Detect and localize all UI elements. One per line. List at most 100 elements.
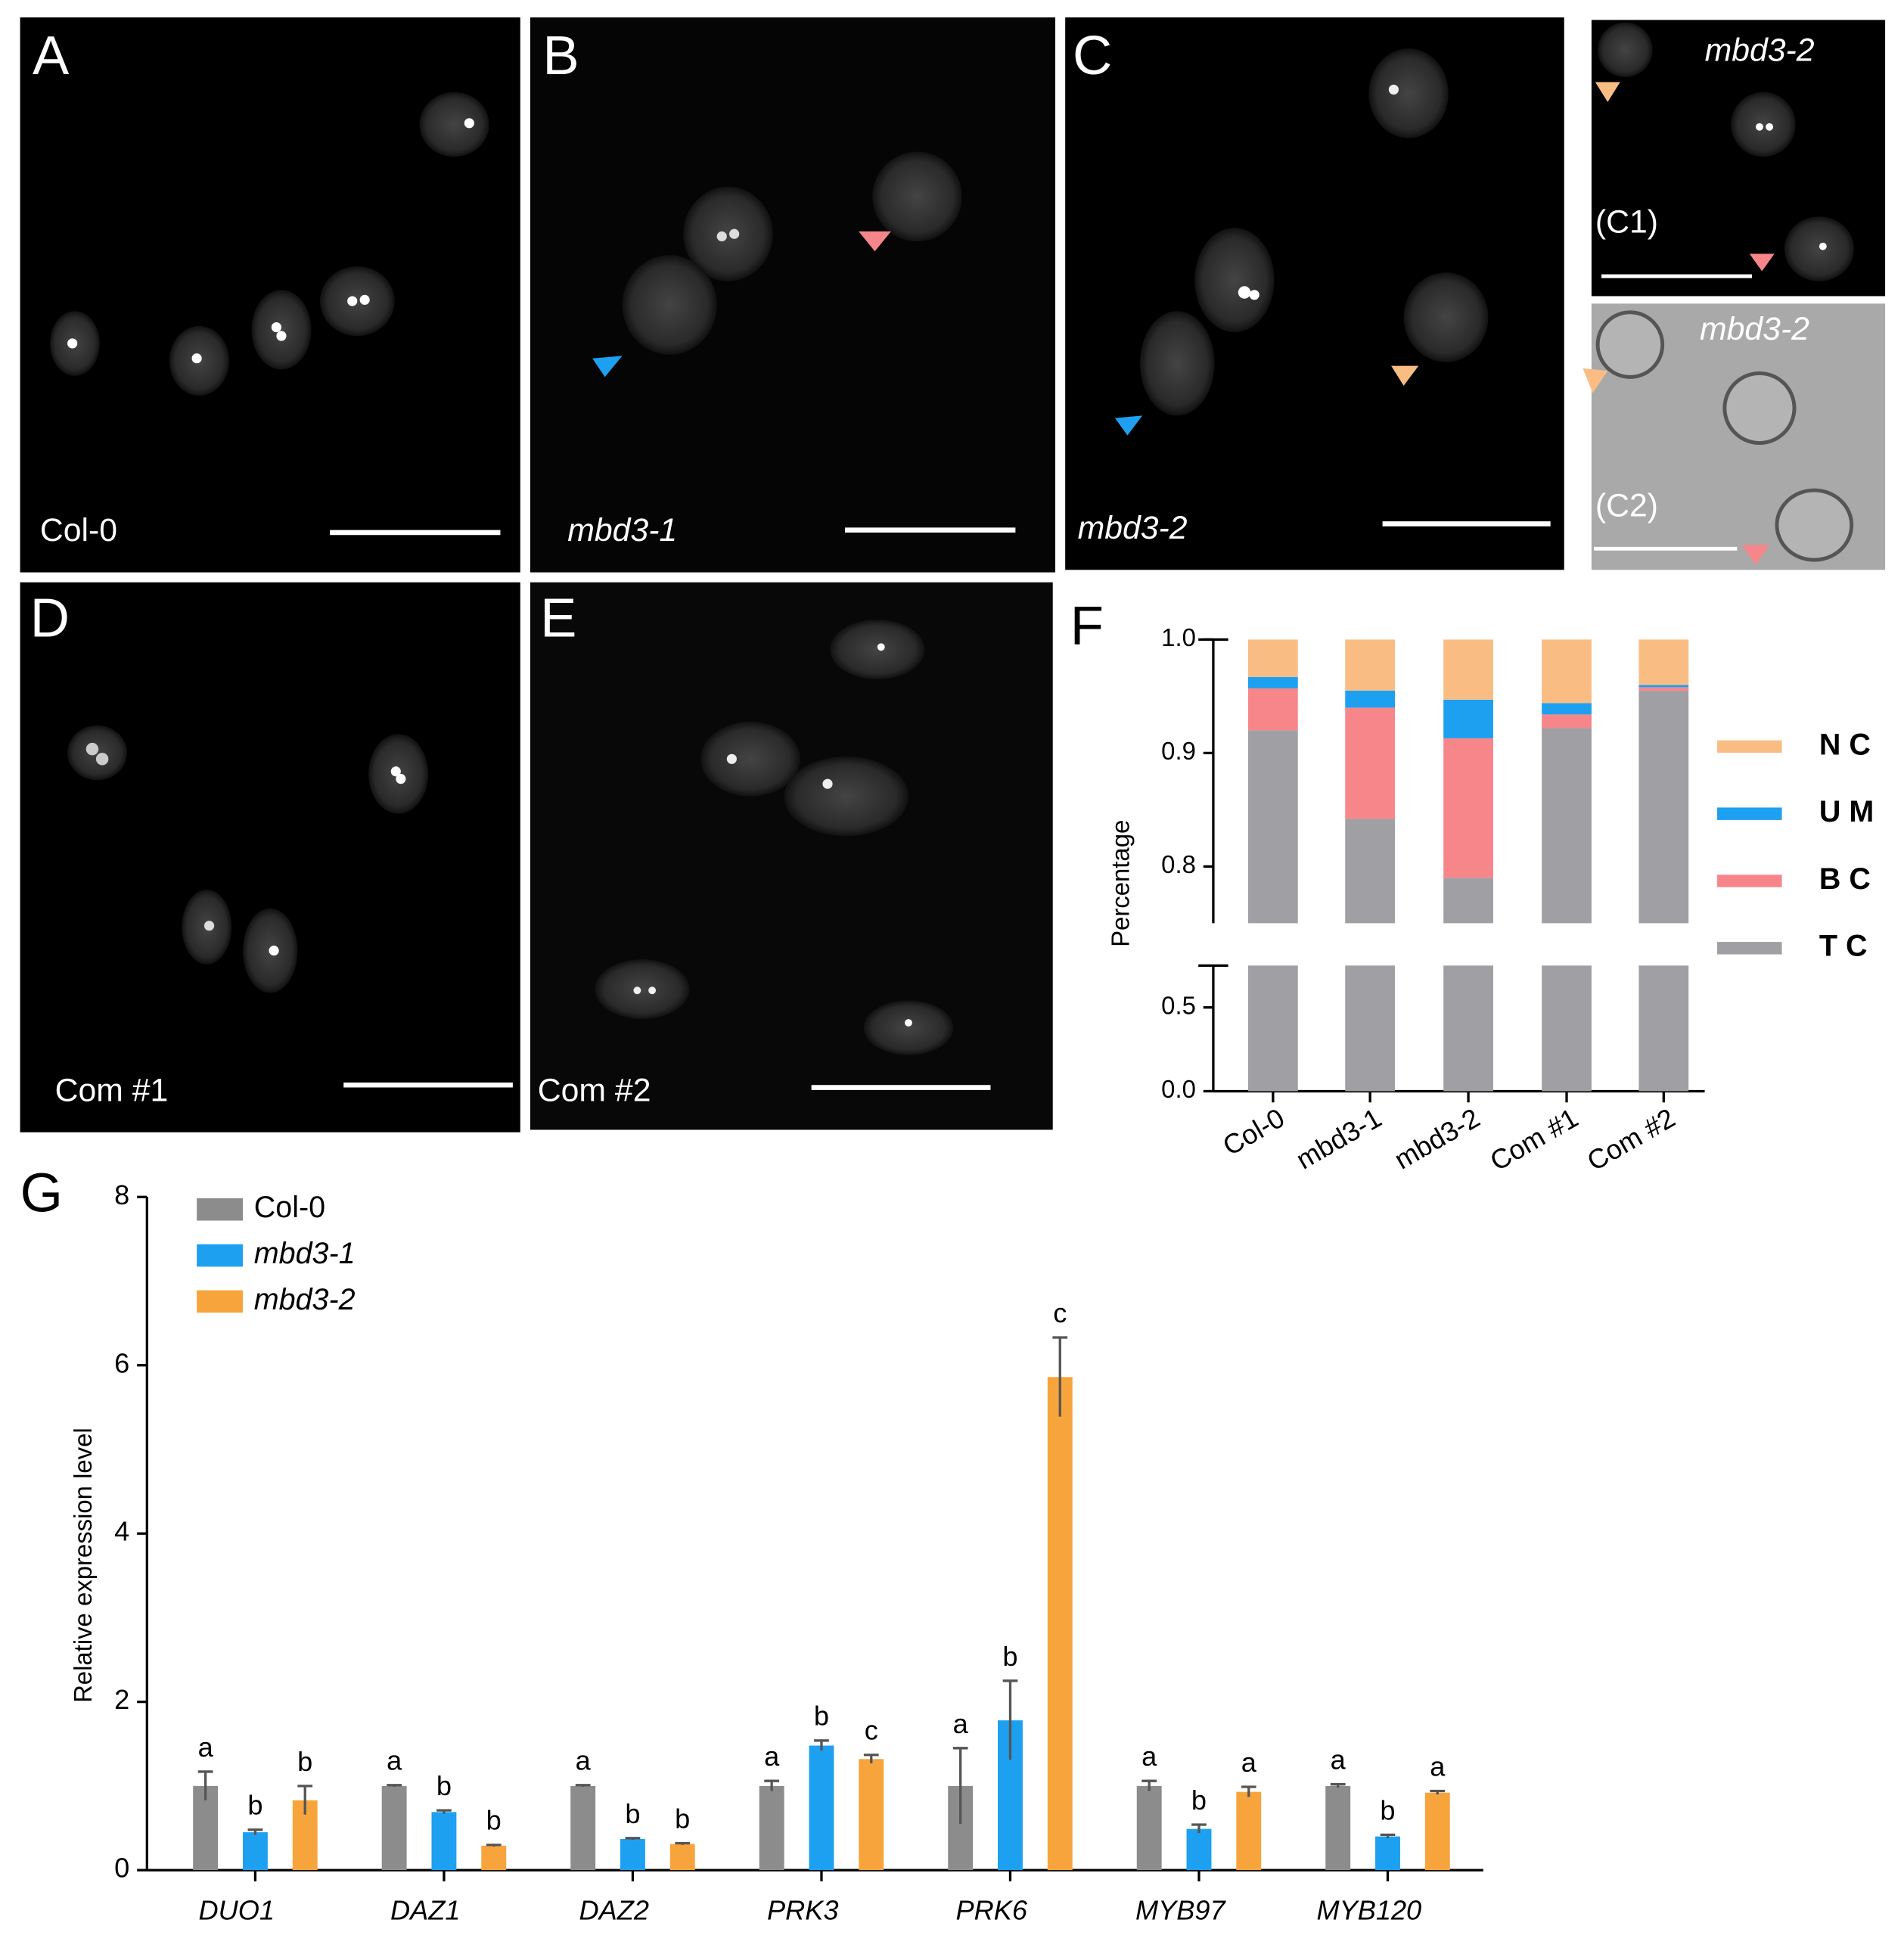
error-bar — [1141, 1779, 1157, 1791]
bar-segment — [1542, 714, 1592, 729]
bar-segment — [1542, 703, 1592, 715]
panel-caption: Col-0 — [40, 512, 117, 548]
panel-caption: mbd3-2 — [1078, 510, 1188, 546]
significance-label: b — [436, 1770, 452, 1801]
panel-c: C mbd3-2 — [1065, 17, 1564, 570]
error-bar — [1241, 1785, 1256, 1797]
y-tick-label: 0 — [114, 1853, 129, 1884]
error-bar — [1380, 1833, 1396, 1838]
y-tick-label: 4 — [114, 1516, 129, 1547]
bar-segment — [1443, 965, 1493, 1092]
significance-label: a — [1241, 1747, 1257, 1778]
panel-label: F — [1070, 595, 1104, 656]
bar-segment — [1638, 639, 1689, 685]
bar — [620, 1838, 645, 1871]
legend-swatch — [197, 1244, 243, 1267]
bar-segment — [1443, 639, 1493, 700]
bar — [1047, 1377, 1073, 1871]
bar-segment — [1638, 687, 1689, 691]
significance-label: a — [764, 1741, 780, 1772]
bar — [481, 1845, 507, 1871]
significance-label: b — [486, 1805, 502, 1836]
bar — [1424, 1792, 1450, 1871]
panel-label: B — [542, 25, 579, 86]
error-bar — [486, 1844, 502, 1847]
bar-segment — [1345, 965, 1396, 1092]
panel-c1: (C1) mbd3-2 — [1591, 20, 1886, 297]
legend-label: U M — [1819, 795, 1874, 828]
panel-b: B mbd3-1 — [530, 17, 1056, 573]
significance-label: b — [297, 1746, 312, 1777]
panel-caption: Com #1 — [55, 1072, 169, 1108]
legend-swatch — [1717, 740, 1782, 753]
x-tick-label: Col-0 — [1217, 1102, 1289, 1162]
bar — [381, 1785, 407, 1871]
x-tick-label: DAZ2 — [579, 1895, 649, 1926]
bar — [759, 1785, 784, 1871]
x-tick-label: DUO1 — [199, 1895, 275, 1926]
error-bar — [387, 1784, 402, 1787]
bar-segment — [1247, 730, 1298, 924]
legend-label: N C — [1819, 728, 1871, 761]
y-tick-label: 1.0 — [1161, 623, 1196, 651]
x-tick-label: MYB97 — [1135, 1895, 1227, 1926]
significance-label: c — [1053, 1297, 1067, 1328]
significance-label: a — [576, 1745, 592, 1776]
bar-segment — [1345, 819, 1396, 924]
error-bar — [625, 1837, 641, 1841]
error-bar — [575, 1784, 591, 1787]
bar — [242, 1832, 268, 1871]
legend-label: mbd3-2 — [254, 1283, 356, 1316]
panel-caption: mbd3-2 — [1705, 32, 1815, 68]
panel-caption: mbd3-2 — [1700, 311, 1809, 347]
significance-label: b — [1380, 1794, 1395, 1825]
panel-caption: mbd3-1 — [567, 512, 677, 548]
bar-segment — [1443, 699, 1493, 738]
bar-segment — [1443, 878, 1493, 924]
legend-swatch — [197, 1198, 243, 1221]
bar — [1236, 1791, 1262, 1871]
bar-segment — [1247, 965, 1298, 1092]
y-axis-label: Percentage — [1107, 820, 1135, 947]
panel-label: E — [540, 587, 576, 648]
bar-segment — [1247, 639, 1298, 677]
significance-label: b — [1002, 1641, 1017, 1672]
x-tick-label: DAZ1 — [390, 1895, 460, 1926]
x-tick-label: MYB120 — [1316, 1895, 1421, 1926]
error-bar — [1052, 1336, 1068, 1417]
panel-label: (C1) — [1595, 203, 1658, 240]
significance-label: c — [865, 1715, 878, 1746]
significance-label: a — [1430, 1751, 1446, 1782]
y-axis-label: Relative expression level — [69, 1428, 97, 1703]
legend-swatch — [1717, 807, 1782, 820]
bar-segment — [1638, 965, 1689, 1092]
bar — [859, 1759, 884, 1871]
x-tick-label: PRK6 — [956, 1895, 1028, 1926]
error-bar — [1191, 1823, 1207, 1834]
legend-label: Col-0 — [254, 1191, 325, 1224]
legend-label: T C — [1819, 930, 1868, 963]
legend-swatch — [1717, 942, 1782, 955]
error-bar — [952, 1747, 968, 1824]
bar-segment — [1542, 728, 1592, 924]
bar — [1136, 1785, 1162, 1871]
bar-segment — [1345, 690, 1396, 708]
bar — [570, 1785, 596, 1871]
panel-label: G — [20, 1162, 63, 1223]
panel-label: D — [30, 587, 70, 648]
bar-segment — [1542, 965, 1592, 1092]
error-bar — [814, 1739, 829, 1751]
bar — [1375, 1836, 1400, 1871]
error-bar — [1330, 1782, 1346, 1788]
bar — [809, 1745, 834, 1871]
significance-label: a — [387, 1745, 402, 1776]
significance-label: a — [953, 1708, 969, 1739]
bar-segment — [1638, 690, 1689, 924]
y-tick-label: 0.5 — [1161, 991, 1196, 1019]
bar-segment — [1345, 707, 1396, 819]
significance-label: b — [675, 1803, 690, 1834]
significance-label: a — [198, 1732, 214, 1763]
error-bar — [247, 1828, 263, 1835]
